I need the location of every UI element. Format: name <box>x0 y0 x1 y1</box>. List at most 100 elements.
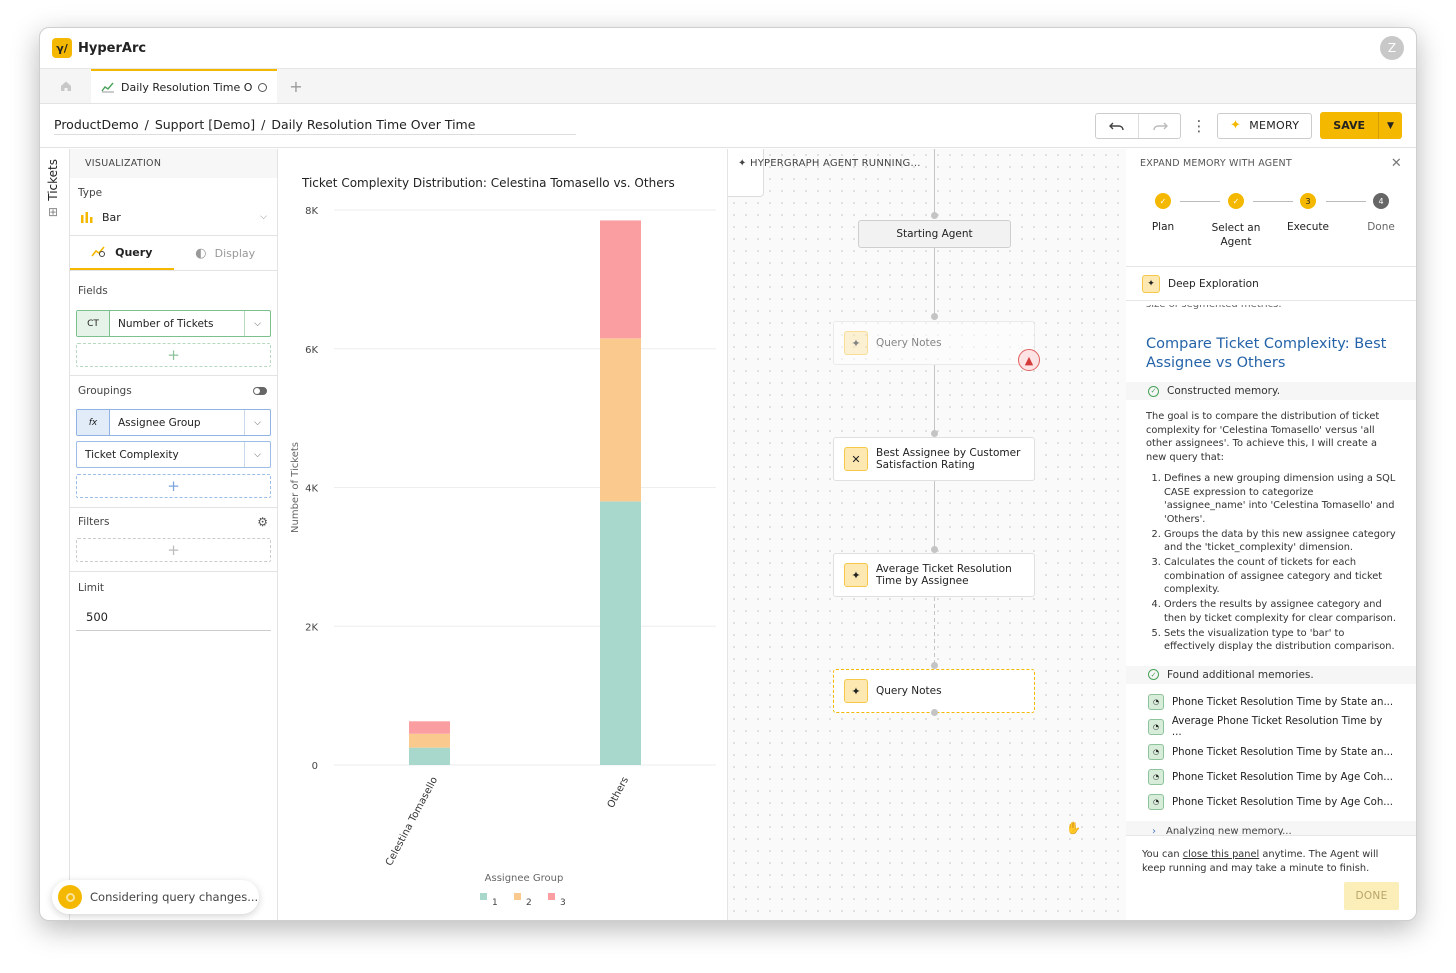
node-label: Average Ticket Resolution Time by Assign… <box>876 563 1012 587</box>
grouping-ticket-complexity[interactable]: Ticket Complexity ⌵ <box>76 441 271 468</box>
memory-icon: ◔ <box>1148 719 1164 736</box>
groupings-toggle[interactable] <box>253 387 267 395</box>
tab-display[interactable]: ◐ Display <box>174 236 278 270</box>
hyperarc-logo[interactable]: γ/ <box>52 38 72 58</box>
sparkle-icon: ✦ <box>844 563 868 587</box>
memory-label: Phone Ticket Resolution Time by State an… <box>1172 696 1394 708</box>
tab-status-icon[interactable] <box>258 82 267 92</box>
memory-list: ◔ Phone Ticket Resolution Time by State a… <box>1126 690 1416 815</box>
memory-item[interactable]: ◔ Phone Ticket Resolution Time by Age Coh… <box>1126 765 1416 790</box>
check-circle-icon: ✓ <box>1148 385 1159 397</box>
grouping-name: Assignee Group <box>118 416 201 429</box>
memory-title: Compare Ticket Complexity: Best Assignee… <box>1146 336 1387 371</box>
y-tick-label: 0 <box>312 761 318 772</box>
tab-query[interactable]: Query <box>70 236 174 270</box>
step-select-agent: ✓ Select an Agent <box>1199 193 1273 249</box>
memory-item[interactable]: ◔ Phone Ticket Resolution Time by Age Coh… <box>1126 790 1416 815</box>
status-text: Constructed memory. <box>1167 385 1281 397</box>
breadcrumb-item-project[interactable]: ProductDemo <box>54 116 139 132</box>
memory-button[interactable]: ✦ MEMORY <box>1217 112 1313 139</box>
groupings-row: Groupings <box>70 385 277 397</box>
node-starting-agent[interactable]: Starting Agent <box>858 220 1011 248</box>
graph-edge <box>934 365 935 435</box>
tab-label: Daily Resolution Time Ov... <box>121 80 252 94</box>
formula-icon: fx <box>77 410 110 435</box>
add-filter-button[interactable]: + <box>76 538 271 562</box>
chevron-down-icon[interactable]: ⌵ <box>244 410 270 435</box>
y-tick-label: 6K <box>305 345 318 356</box>
memory-icon: ◔ <box>1148 769 1164 786</box>
undo-button[interactable] <box>1096 114 1138 138</box>
graph-edge <box>934 481 935 551</box>
chevron-down-icon[interactable]: ⌵ <box>244 442 270 467</box>
node-query-notes-2[interactable]: ✦ Query Notes <box>833 669 1035 713</box>
analyzing-row[interactable]: › Analyzing new memory... <box>1126 820 1416 835</box>
divider <box>70 571 277 572</box>
progress-stepper: ✓ Plan ✓ Select an Agent 3 Execute 4 Don… <box>1126 177 1416 267</box>
chevron-down-icon[interactable]: ⌵ <box>244 311 270 336</box>
chevron-down-icon: ⌵ <box>260 212 267 222</box>
legend-label: 1 <box>492 898 498 908</box>
node-average-resolution[interactable]: ✦ Average Ticket Resolution Time by Assi… <box>833 553 1035 597</box>
graph-edge-dot <box>931 313 938 320</box>
more-options-icon[interactable]: ⋮ <box>1191 116 1207 135</box>
add-field-button[interactable]: + <box>76 343 271 367</box>
redo-button[interactable] <box>1138 113 1180 138</box>
legend-label: 2 <box>526 898 532 908</box>
plus-icon: + <box>167 346 180 364</box>
memory-label: Phone Ticket Resolution Time by Age Coh.… <box>1172 796 1394 808</box>
visualization-panel: VISUALIZATION Type Bar ⌵ Query ◐ Display… <box>70 149 278 920</box>
home-tab[interactable] <box>40 69 91 103</box>
breadcrumb-item-folder[interactable]: Support [Demo] <box>154 116 256 132</box>
footer-text-pre: You can <box>1142 849 1180 860</box>
caret-down-icon: ▼ <box>1387 120 1394 131</box>
add-grouping-button[interactable]: + <box>76 474 271 498</box>
memory-item[interactable]: ◔ Average Phone Ticket Resolution Time by… <box>1126 715 1416 740</box>
graph-edge <box>934 149 935 215</box>
chart-title: Ticket Complexity Distribution: Celestin… <box>302 176 675 190</box>
grid-icon[interactable]: ⊞ <box>48 205 59 219</box>
done-button[interactable]: DONE <box>1344 882 1399 910</box>
field-number-of-tickets[interactable]: CT Number of Tickets ⌵ <box>76 310 271 337</box>
gear-icon[interactable]: ⚙ <box>257 515 268 529</box>
deep-exploration-row[interactable]: ✦ Deep Exploration <box>1126 267 1416 301</box>
close-icon[interactable]: ✕ <box>1390 155 1402 171</box>
grouping-assignee-group[interactable]: fx Assignee Group ⌵ <box>76 409 271 436</box>
bar-segment <box>409 733 450 748</box>
bar-segment <box>600 338 641 502</box>
spinner-icon <box>58 885 82 909</box>
node-query-notes-1[interactable]: ✦ Query Notes <box>833 321 1035 365</box>
warning-icon[interactable]: ▲ <box>1018 349 1040 371</box>
type-label: Type <box>78 187 103 199</box>
type-select[interactable]: Bar ⌵ <box>74 203 273 231</box>
agent-log-scroll[interactable]: size of segmented metrics. Compare Ticke… <box>1126 305 1416 835</box>
node-best-assignee[interactable]: ✕ Best Assignee by Customer Satisfaction… <box>833 437 1035 481</box>
plan-item: Groups the data by this new assignee cat… <box>1164 528 1396 555</box>
legend-swatch <box>548 893 555 900</box>
graph-edge <box>934 248 935 318</box>
memory-item[interactable]: ◔ Phone Ticket Resolution Time by State a… <box>1126 740 1416 765</box>
plan-item: Defines a new grouping dimension using a… <box>1164 472 1396 527</box>
memory-icon: ◔ <box>1148 794 1164 811</box>
plan-item: Orders the results by assignee category … <box>1164 598 1396 625</box>
breadcrumb-separator: / <box>144 116 149 132</box>
query-icon <box>91 246 106 257</box>
memory-label: Average Phone Ticket Resolution Time by … <box>1171 716 1383 739</box>
user-avatar[interactable]: Z <box>1380 36 1404 60</box>
memory-item[interactable]: ◔ Phone Ticket Resolution Time by State a… <box>1126 690 1416 715</box>
save-button[interactable]: SAVE <box>1333 119 1365 132</box>
breadcrumb-item-title[interactable]: Daily Resolution Time Over Time <box>271 116 476 132</box>
close-panel-link[interactable]: close this panel <box>1182 849 1260 860</box>
plan-item: Calculates the count of tickets for each… <box>1164 556 1396 597</box>
toast-text: Considering query changes... <box>90 890 259 904</box>
palette-icon: ◐ <box>195 245 207 261</box>
tab-daily-resolution[interactable]: Daily Resolution Time Ov... <box>91 69 277 103</box>
add-tab-button[interactable]: + <box>277 69 315 103</box>
plus-icon: + <box>289 76 303 96</box>
type-value: Bar <box>102 210 121 224</box>
stepper-line <box>1326 201 1366 202</box>
y-tick-label: 2K <box>305 622 318 633</box>
limit-input[interactable]: 500 <box>76 610 271 631</box>
side-tab-tickets[interactable]: Tickets ⊞ <box>40 149 70 920</box>
save-dropdown-button[interactable]: ▼ <box>1378 112 1402 139</box>
